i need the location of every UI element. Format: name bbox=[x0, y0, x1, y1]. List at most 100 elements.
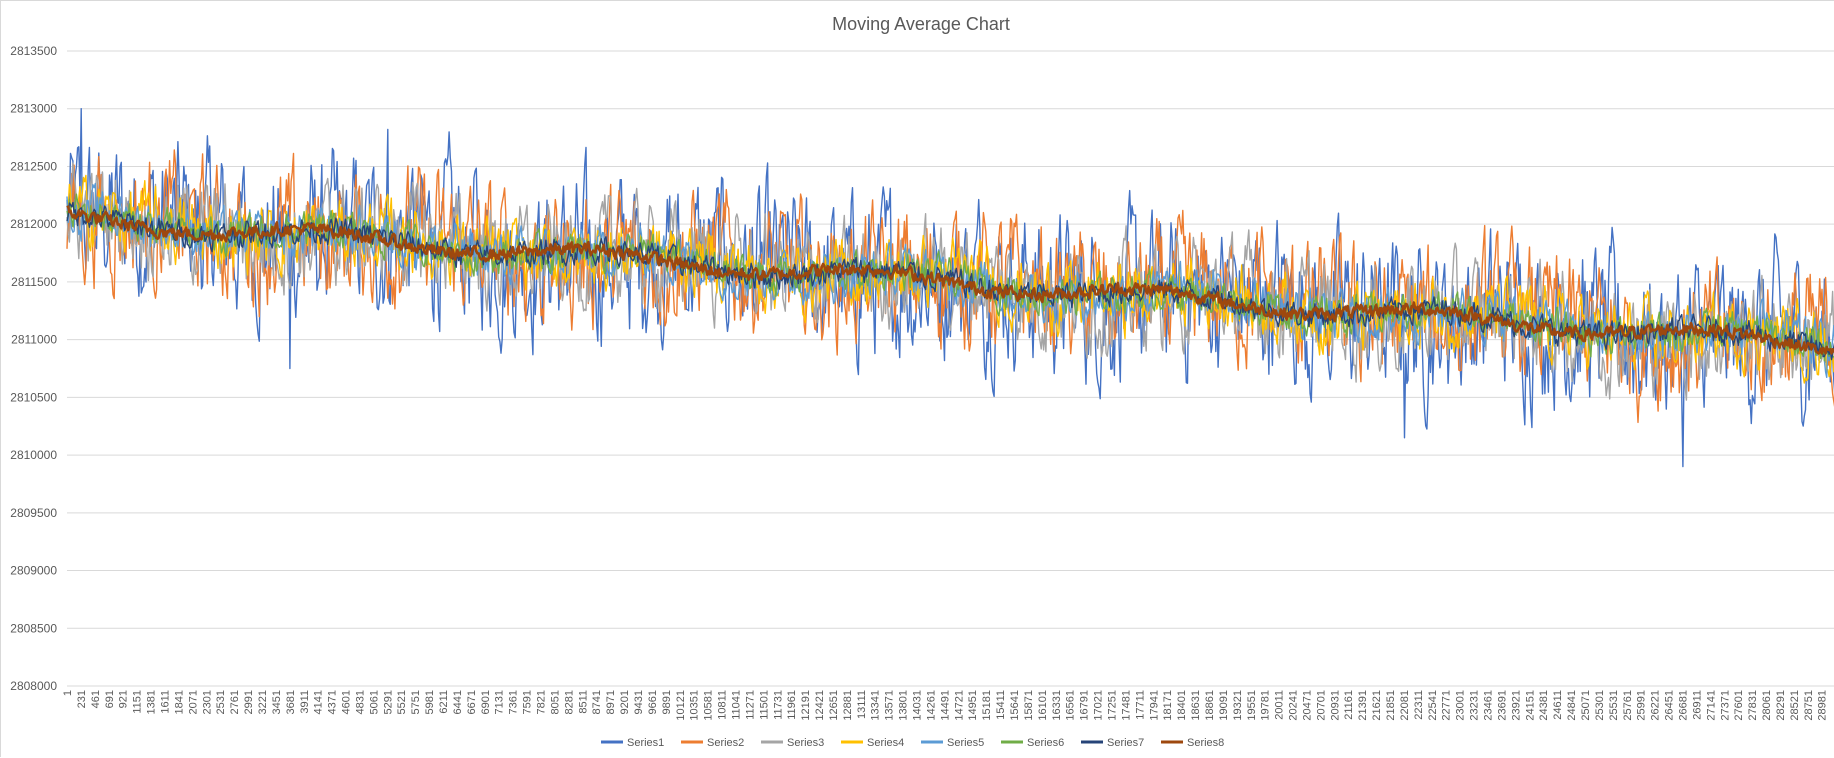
x-tick-label: 23461 bbox=[1483, 690, 1495, 721]
x-tick-label: 28751 bbox=[1803, 690, 1815, 721]
y-tick-label: 2811500 bbox=[11, 275, 57, 289]
x-tick-label: 14491 bbox=[939, 690, 951, 721]
x-tick-label: 23231 bbox=[1469, 690, 1481, 721]
x-tick-label: 22081 bbox=[1399, 690, 1411, 721]
x-tick-label: 28521 bbox=[1789, 690, 1801, 721]
x-tick-label: 21391 bbox=[1357, 690, 1369, 721]
x-tick-label: 26221 bbox=[1650, 690, 1662, 721]
x-tick-label: 7131 bbox=[494, 690, 506, 714]
x-tick-label: 8971 bbox=[605, 690, 617, 714]
x-tick-label: 27831 bbox=[1747, 690, 1759, 721]
x-tick-label: 11961 bbox=[786, 690, 798, 720]
x-tick-label: 25071 bbox=[1580, 690, 1592, 721]
x-tick-label: 26911 bbox=[1691, 690, 1703, 720]
x-tick-label: 27601 bbox=[1733, 690, 1745, 721]
y-tick-label: 2813000 bbox=[10, 102, 57, 116]
legend: Series1 Series2 Series3 Series4 Series5 Serie… bbox=[601, 737, 1224, 749]
series-line-3 bbox=[66, 162, 1834, 401]
x-tick-label: 691 bbox=[104, 690, 116, 708]
x-tick-label: 10811 bbox=[717, 690, 729, 720]
x-tick-label: 27371 bbox=[1719, 690, 1731, 721]
x-tick-label: 14951 bbox=[967, 690, 979, 721]
x-tick-label: 13801 bbox=[898, 690, 910, 721]
x-axis: 1 231 461 691 921 1151 1381 1611 1841 2071 2301 253… bbox=[62, 685, 1834, 721]
chart-title: Moving Average Chart bbox=[832, 14, 1010, 34]
y-tick-label: 2808000 bbox=[10, 679, 57, 693]
x-tick-label: 15871 bbox=[1023, 690, 1035, 721]
x-tick-label: 20471 bbox=[1302, 690, 1314, 721]
x-tick-label: 3221 bbox=[257, 690, 269, 714]
legend-entry: Series5 bbox=[947, 737, 984, 749]
y-tick-label: 2812000 bbox=[10, 217, 57, 231]
x-tick-label: 18171 bbox=[1162, 690, 1174, 721]
x-tick-label: 11271 bbox=[744, 690, 756, 720]
x-tick-label: 1611 bbox=[160, 690, 172, 714]
x-tick-label: 18631 bbox=[1190, 690, 1202, 721]
x-tick-label: 24841 bbox=[1566, 690, 1578, 721]
x-tick-label: 6441 bbox=[452, 690, 464, 714]
x-tick-label: 17711 bbox=[1134, 690, 1146, 720]
x-tick-label: 8741 bbox=[591, 690, 603, 714]
x-tick-label: 22541 bbox=[1427, 690, 1439, 721]
x-tick-label: 5291 bbox=[382, 690, 394, 714]
x-tick-label: 18861 bbox=[1204, 690, 1216, 721]
x-tick-label: 19781 bbox=[1260, 690, 1272, 721]
x-tick-label: 8051 bbox=[549, 690, 561, 714]
x-tick-label: 15641 bbox=[1009, 690, 1021, 721]
legend-entry: Series4 bbox=[867, 737, 904, 749]
series-line-8 bbox=[66, 205, 1834, 355]
x-tick-label: 12881 bbox=[842, 690, 854, 721]
x-tick-label: 13111 bbox=[856, 690, 868, 719]
x-tick-label: 2991 bbox=[243, 690, 255, 714]
x-tick-label: 17941 bbox=[1148, 690, 1160, 721]
x-tick-label: 7361 bbox=[508, 690, 520, 714]
gridlines bbox=[67, 50, 1834, 687]
x-tick-label: 16331 bbox=[1051, 690, 1063, 721]
x-tick-label: 24381 bbox=[1538, 690, 1550, 721]
x-tick-label: 13571 bbox=[884, 690, 896, 721]
x-tick-label: 24611 bbox=[1552, 690, 1564, 720]
x-tick-label: 16561 bbox=[1065, 690, 1077, 721]
x-tick-label: 4601 bbox=[341, 690, 353, 714]
x-tick-label: 28061 bbox=[1761, 690, 1773, 721]
x-tick-label: 8281 bbox=[563, 690, 575, 714]
x-tick-label: 5981 bbox=[424, 690, 436, 714]
x-tick-label: 16101 bbox=[1037, 690, 1049, 721]
x-tick-label: 20701 bbox=[1315, 690, 1327, 721]
x-tick-label: 18401 bbox=[1176, 690, 1188, 721]
x-tick-label: 1151 bbox=[132, 690, 144, 714]
x-tick-label: 20931 bbox=[1329, 690, 1341, 721]
x-tick-label: 19551 bbox=[1246, 690, 1258, 721]
x-tick-label: 3451 bbox=[271, 690, 283, 714]
legend-entry: Series2 bbox=[707, 737, 744, 749]
x-tick-label: 921 bbox=[118, 690, 130, 708]
x-tick-label: 12191 bbox=[800, 690, 812, 721]
x-tick-label: 4831 bbox=[355, 690, 367, 714]
legend-entry: Series8 bbox=[1187, 737, 1224, 749]
x-tick-label: 11731 bbox=[772, 690, 784, 720]
x-tick-label: 22771 bbox=[1441, 690, 1453, 721]
y-tick-label: 2812500 bbox=[10, 159, 57, 173]
x-tick-label: 9431 bbox=[633, 690, 645, 714]
x-tick-label: 21621 bbox=[1371, 690, 1383, 721]
x-tick-label: 21161 bbox=[1343, 690, 1355, 720]
x-tick-label: 9201 bbox=[619, 690, 631, 714]
x-tick-label: 13341 bbox=[870, 690, 882, 721]
x-tick-label: 5751 bbox=[410, 690, 422, 714]
x-tick-label: 16791 bbox=[1079, 690, 1091, 721]
x-tick-label: 9891 bbox=[661, 690, 673, 714]
x-tick-label: 15181 bbox=[981, 690, 993, 721]
x-tick-label: 7821 bbox=[536, 690, 548, 714]
x-tick-label: 4371 bbox=[327, 690, 339, 714]
x-tick-label: 1 bbox=[62, 690, 74, 696]
x-tick-label: 231 bbox=[76, 690, 88, 708]
legend-entry: Series1 bbox=[627, 737, 664, 749]
legend-entry: Series3 bbox=[787, 737, 824, 749]
x-tick-label: 10351 bbox=[689, 690, 701, 721]
x-tick-label: 14261 bbox=[925, 690, 937, 721]
x-tick-label: 5521 bbox=[396, 690, 408, 714]
legend-entry: Series6 bbox=[1027, 737, 1064, 749]
x-tick-label: 28981 bbox=[1817, 690, 1829, 721]
x-tick-label: 12421 bbox=[814, 690, 826, 721]
